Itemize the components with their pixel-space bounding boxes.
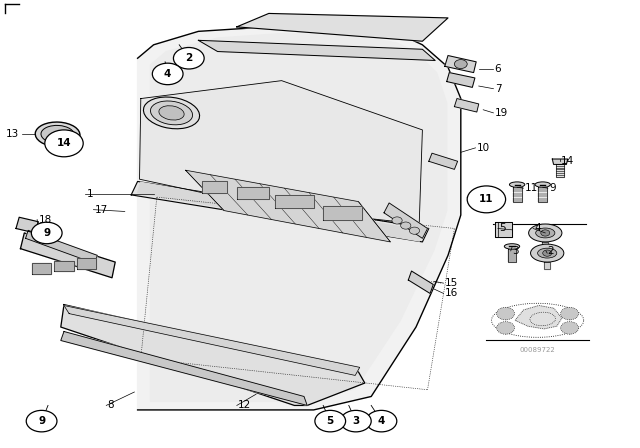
Polygon shape [32,263,51,274]
Polygon shape [138,182,422,241]
Ellipse shape [538,248,557,258]
Text: 3: 3 [352,416,360,426]
Polygon shape [552,159,568,164]
Text: 11: 11 [525,183,538,193]
Circle shape [173,47,204,69]
Text: 8: 8 [108,401,114,410]
Polygon shape [237,187,269,199]
Text: 13: 13 [6,129,19,139]
Ellipse shape [536,228,555,238]
Polygon shape [323,206,362,220]
Ellipse shape [529,224,562,242]
Ellipse shape [535,182,550,187]
Circle shape [497,307,515,320]
Polygon shape [20,233,115,278]
Text: 5: 5 [326,416,334,426]
Polygon shape [544,262,550,269]
Text: 18: 18 [38,215,52,224]
Circle shape [467,186,506,213]
Circle shape [410,227,420,234]
Text: 9: 9 [549,183,556,193]
Ellipse shape [35,122,80,147]
Ellipse shape [159,106,184,120]
Ellipse shape [504,244,520,249]
Text: 7: 7 [495,84,501,94]
Text: 1: 1 [86,189,93,198]
Circle shape [340,410,371,432]
Polygon shape [445,56,476,73]
Text: 9: 9 [38,416,45,426]
Polygon shape [508,249,516,262]
Polygon shape [138,27,461,410]
Text: 5: 5 [499,224,506,233]
Polygon shape [515,306,562,329]
Text: 4: 4 [378,416,385,426]
Text: 00089722: 00089722 [520,347,556,353]
Circle shape [401,222,411,229]
Polygon shape [16,217,38,233]
Text: 4: 4 [534,224,541,233]
Text: 16: 16 [445,289,458,298]
Polygon shape [408,271,433,293]
Circle shape [541,230,550,236]
Polygon shape [495,222,512,237]
Text: 17: 17 [95,205,108,215]
Circle shape [315,410,346,432]
Circle shape [543,250,552,256]
Polygon shape [186,170,390,242]
Text: 19: 19 [495,108,508,118]
Circle shape [26,410,57,432]
Circle shape [392,217,402,224]
Polygon shape [61,332,307,405]
Circle shape [497,322,515,334]
Polygon shape [556,164,564,177]
Text: 14: 14 [57,138,71,148]
Circle shape [366,410,397,432]
Circle shape [561,322,579,334]
Polygon shape [61,305,365,405]
Text: 2: 2 [185,53,193,63]
Text: 15: 15 [445,278,458,288]
Ellipse shape [143,97,200,129]
Text: 6: 6 [495,65,501,74]
Polygon shape [140,81,422,224]
Text: 11: 11 [479,194,493,204]
Circle shape [45,130,83,157]
Text: 14: 14 [561,156,575,166]
Polygon shape [447,73,475,87]
Polygon shape [542,242,548,249]
Polygon shape [275,195,314,208]
Text: 10: 10 [477,143,490,153]
Polygon shape [429,153,458,169]
Text: 4: 4 [164,69,172,79]
Circle shape [31,222,62,244]
Ellipse shape [150,101,193,125]
Text: 9: 9 [43,228,51,238]
Polygon shape [538,187,547,202]
Polygon shape [454,99,479,112]
Polygon shape [513,187,522,202]
Polygon shape [131,181,429,242]
Polygon shape [150,34,447,401]
Polygon shape [77,258,96,269]
Text: 2: 2 [547,246,554,256]
Text: 12: 12 [238,401,252,410]
Circle shape [561,307,579,320]
Text: 3: 3 [512,246,518,256]
Ellipse shape [41,125,74,143]
Polygon shape [237,13,448,41]
Polygon shape [64,306,360,375]
Ellipse shape [509,182,525,187]
Polygon shape [26,230,97,263]
Ellipse shape [531,244,564,262]
Polygon shape [54,261,74,271]
Polygon shape [384,203,428,238]
Polygon shape [202,181,227,193]
Polygon shape [198,40,435,60]
Circle shape [152,63,183,85]
Circle shape [454,60,467,69]
